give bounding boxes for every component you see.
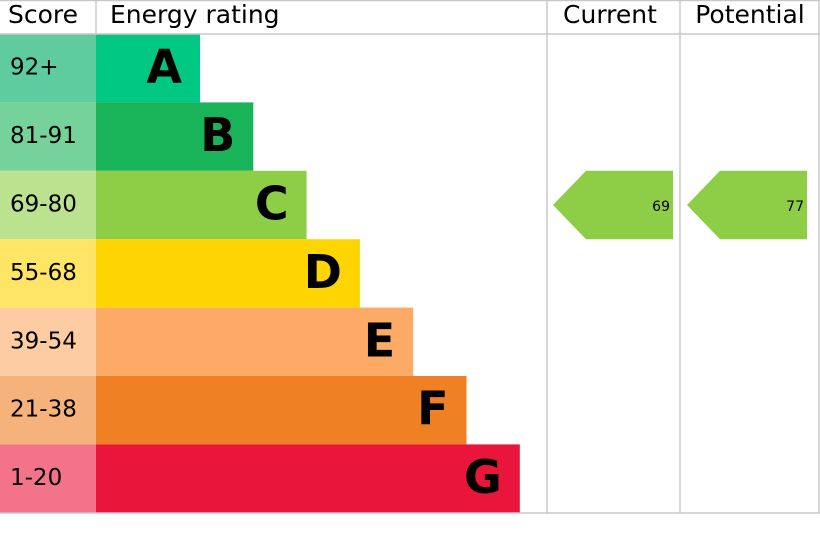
current-value: 69 [652,199,670,215]
rating-bar [96,102,254,171]
score-cell [0,170,96,240]
score-label: 81-91 [10,123,77,149]
score-cell [0,307,96,376]
score-label: 1-20 [10,465,62,491]
score-cell [0,239,96,308]
score-cell [0,376,96,445]
rating-letter: E [364,313,395,367]
score-cell [0,444,96,513]
header-rating: Energy rating [110,0,280,29]
potential-value: 77 [786,199,804,215]
header-current: Current [563,0,657,29]
header-potential: Potential [695,0,805,29]
header-score: Score [8,0,78,29]
rating-bar [96,444,520,513]
rating-bar [96,34,200,103]
score-label: 92+ [10,55,59,81]
score-label: 69-80 [10,192,77,218]
rating-letter: F [417,382,448,436]
rating-letter: B [200,108,235,162]
current-arrow [553,170,673,240]
rating-letter: D [304,245,342,299]
rating-bar [96,170,307,240]
potential-arrow [687,170,807,240]
rating-letter: C [255,177,289,231]
rating-bar [96,307,414,376]
rating-bar [96,376,467,445]
score-label: 39-54 [10,328,77,354]
score-cell [0,34,96,103]
rating-letter: A [146,40,182,94]
rating-bar [96,239,360,308]
score-label: 55-68 [10,260,77,286]
score-cell [0,102,96,171]
rating-letter: G [464,450,502,504]
score-label: 21-38 [10,397,77,423]
